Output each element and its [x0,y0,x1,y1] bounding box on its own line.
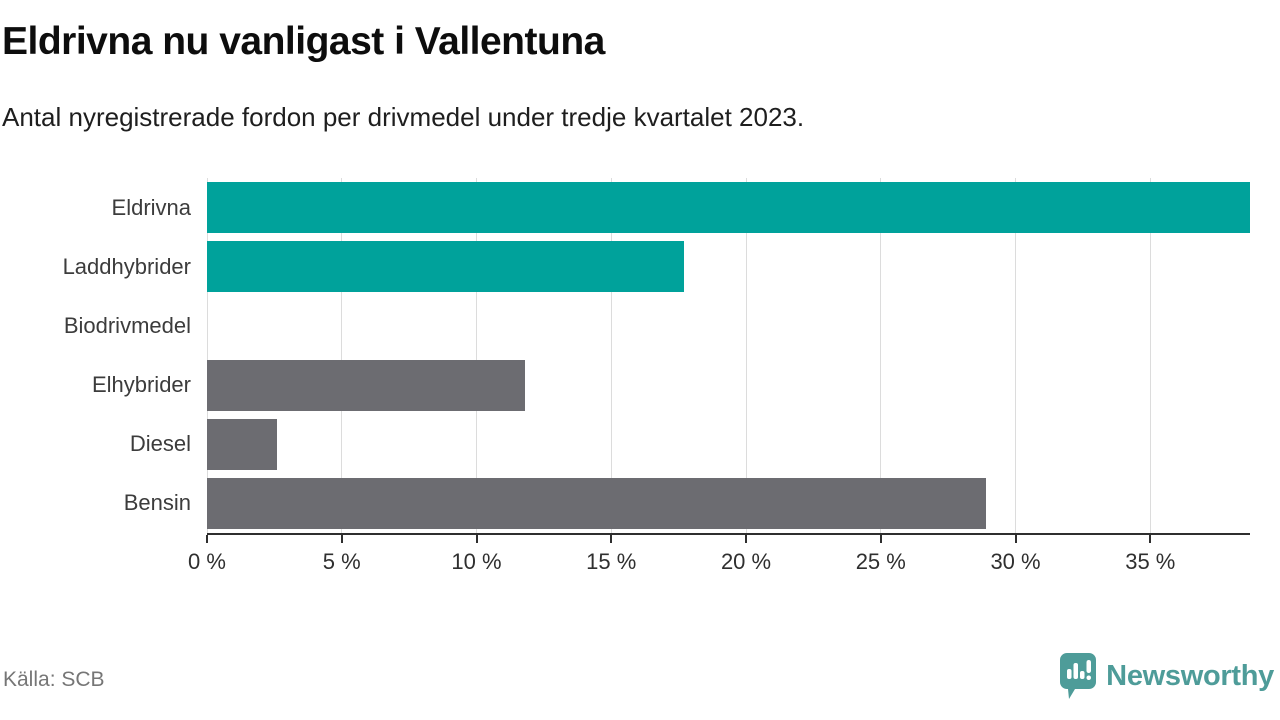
category-label-bensin: Bensin [123,490,191,516]
chart-title: Eldrivna nu vanligast i Vallentuna [2,20,605,63]
bar-laddhybrider [207,241,685,293]
tick-label-5: 5 % [322,549,361,574]
bar-eldrivna [207,182,1250,234]
category-label-elhybrider: Elhybrider [91,372,191,398]
tick-mark-25 [879,535,882,543]
plot-area: 0 % 5 % 10 % 15 % 20 % 25 % 30 % 35 % [188,178,1250,574]
tick-label-0: 0 % [188,549,226,574]
grid-line-35 [1149,178,1151,533]
grid-line-5 [341,178,343,533]
tick-mark-20 [745,535,748,543]
bar-elhybrider [207,359,526,411]
tick-mark-0 [206,535,208,543]
category-label-laddhybrider: Laddhybrider [62,253,191,279]
tick-label-15: 15 % [586,549,637,574]
tick-label-10: 10 % [451,549,502,574]
chart-subtitle: Antal nyregistrerade fordon per drivmede… [2,102,805,132]
tick-mark-5 [340,535,343,543]
category-label-biodrivmedel: Biodrivmedel [63,312,191,338]
category-label-eldrivna: Eldrivna [111,194,191,220]
tick-mark-10 [475,535,478,543]
source-note: Källa: SCB [3,668,105,691]
grid-line-0 [206,178,208,533]
tick-mark-30 [1014,535,1017,543]
grid-line-10 [476,178,477,533]
tick-label-20: 20 % [720,549,772,574]
grid-line-25 [880,178,882,533]
newsworthy-bubble-chart-icon [1059,652,1097,700]
grid-line-30 [1015,178,1017,533]
tick-label-35: 35 % [1125,549,1176,574]
grid-line-15 [610,178,612,533]
newsworthy-logo: Newsworthy [1059,652,1274,700]
grid-line-20 [745,178,747,533]
bar-diesel [207,418,278,470]
tick-mark-15 [610,535,613,543]
bar-bensin [207,477,986,529]
tick-label-30: 30 % [990,549,1041,574]
category-label-diesel: Diesel [129,431,191,457]
tick-mark-35 [1149,535,1152,543]
newsworthy-wordmark: Newsworthy [1106,659,1274,692]
x-axis-line [207,533,1250,535]
tick-label-25: 25 % [855,549,906,574]
